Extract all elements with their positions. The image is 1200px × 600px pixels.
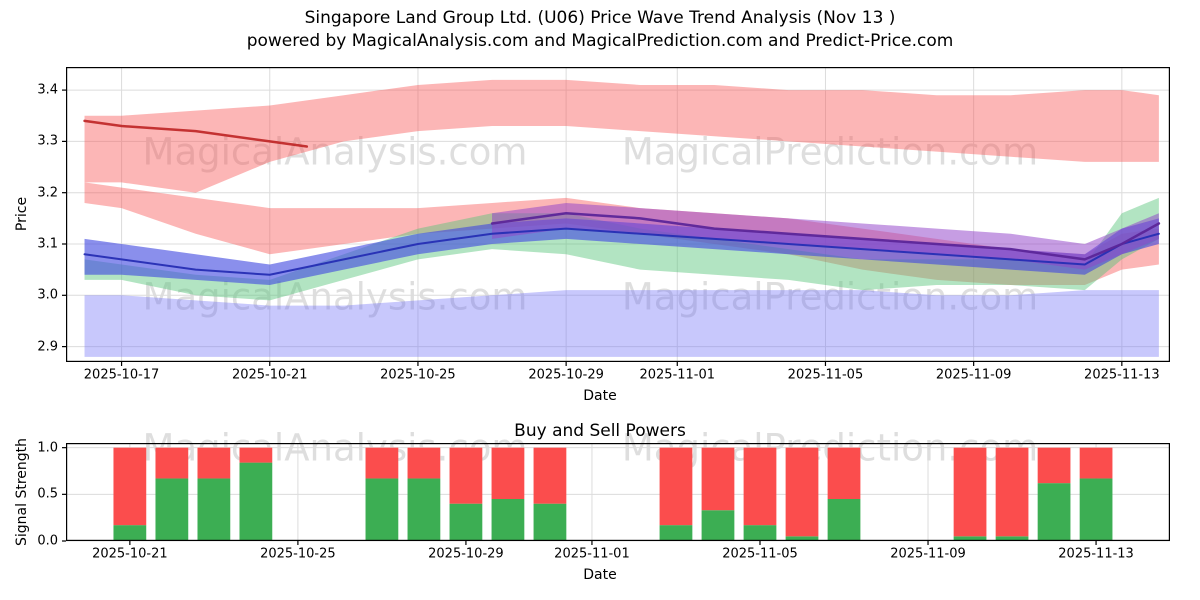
buy-power-bar xyxy=(407,478,441,541)
tick-label: 2025-11-13 xyxy=(1058,546,1134,562)
tick-label: 3.1 xyxy=(37,236,58,252)
bottom-blue-support-band xyxy=(84,290,1159,357)
sell-power-bar xyxy=(533,447,567,504)
sell-power-bar xyxy=(365,447,399,479)
buy-power-bar xyxy=(155,478,189,541)
sell-power-bar xyxy=(953,447,987,537)
buy-power-bar xyxy=(701,510,735,541)
power-chart xyxy=(62,443,1171,545)
tick-label: 2025-11-05 xyxy=(787,367,864,383)
buy-power-bar xyxy=(197,478,231,541)
sell-power-bar xyxy=(1079,447,1113,479)
sell-power-bar xyxy=(701,447,735,511)
sell-power-bar xyxy=(155,447,189,479)
tick-label: 2025-11-05 xyxy=(722,546,798,562)
sell-power-bar xyxy=(827,447,861,499)
power-chart-title: Buy and Sell Powers xyxy=(514,421,686,441)
buy-power-bar xyxy=(365,478,399,541)
buy-power-bar xyxy=(449,503,483,541)
buy-power-bar xyxy=(785,536,819,541)
sell-power-bar xyxy=(491,447,525,499)
sell-power-bar xyxy=(743,447,777,526)
green-trend-band xyxy=(84,197,1159,301)
sell-power-bar xyxy=(659,447,693,526)
buy-power-bar xyxy=(533,503,567,541)
tick-label: 2025-10-17 xyxy=(83,367,160,383)
sell-power-bar xyxy=(1037,447,1071,484)
tick-label: 2025-11-01 xyxy=(554,546,630,562)
upper-red-forecast-band xyxy=(84,79,1159,193)
tick-label: 2025-11-09 xyxy=(935,367,1012,383)
tick-label: 0.0 xyxy=(37,533,58,549)
chart-title: Singapore Land Group Ltd. (U06) Price Wa… xyxy=(304,8,896,28)
price-y-axis-label: Price xyxy=(14,196,30,232)
buy-power-bar xyxy=(827,499,861,541)
purple-core-line xyxy=(490,211,1161,261)
red-core-line xyxy=(83,119,309,148)
tick-label: 2025-11-13 xyxy=(1084,367,1160,383)
tick-label: 2025-10-21 xyxy=(231,367,308,383)
tick-label: 2025-10-29 xyxy=(528,367,604,383)
tick-label: 3.4 xyxy=(37,82,58,98)
buy-power-bar xyxy=(239,462,273,541)
blue-core-line xyxy=(83,227,1160,276)
tick-label: 2025-10-25 xyxy=(380,367,456,383)
sell-power-bar xyxy=(197,447,231,479)
tick-label: 0.5 xyxy=(37,486,58,502)
tick-label: 2025-10-29 xyxy=(428,546,504,562)
sell-power-bar xyxy=(995,447,1029,537)
power-x-axis-label: Date xyxy=(583,567,617,583)
buy-power-bar xyxy=(1037,483,1071,541)
tick-label: 3.2 xyxy=(37,185,58,201)
price-chart xyxy=(62,67,1171,366)
buy-power-bar xyxy=(743,525,777,541)
sell-power-bar xyxy=(785,447,819,537)
tick-label: 2025-10-21 xyxy=(92,546,168,562)
sell-power-bar xyxy=(113,447,147,526)
tick-label: 2025-11-01 xyxy=(639,367,716,383)
buy-power-bar xyxy=(113,525,147,541)
sell-power-bar xyxy=(239,447,273,463)
power-y-axis-label: Signal Strength xyxy=(14,437,30,547)
buy-power-bar xyxy=(995,536,1029,541)
sell-power-bar xyxy=(407,447,441,479)
buy-power-bar xyxy=(491,499,525,541)
sell-power-bar xyxy=(449,447,483,504)
tick-label: 2025-11-09 xyxy=(890,546,966,562)
tick-label: 2.9 xyxy=(37,339,58,355)
buy-power-bar xyxy=(1079,478,1113,541)
tick-label: 3.3 xyxy=(37,133,58,149)
chart-subtitle: powered by MagicalAnalysis.com and Magic… xyxy=(246,31,954,51)
tick-label: 2025-10-25 xyxy=(260,546,336,562)
tick-label: 3.0 xyxy=(37,287,58,303)
tick-label: 1.0 xyxy=(37,440,58,456)
buy-power-bar xyxy=(659,525,693,541)
buy-power-bar xyxy=(953,536,987,541)
price-x-axis-label: Date xyxy=(583,388,617,404)
